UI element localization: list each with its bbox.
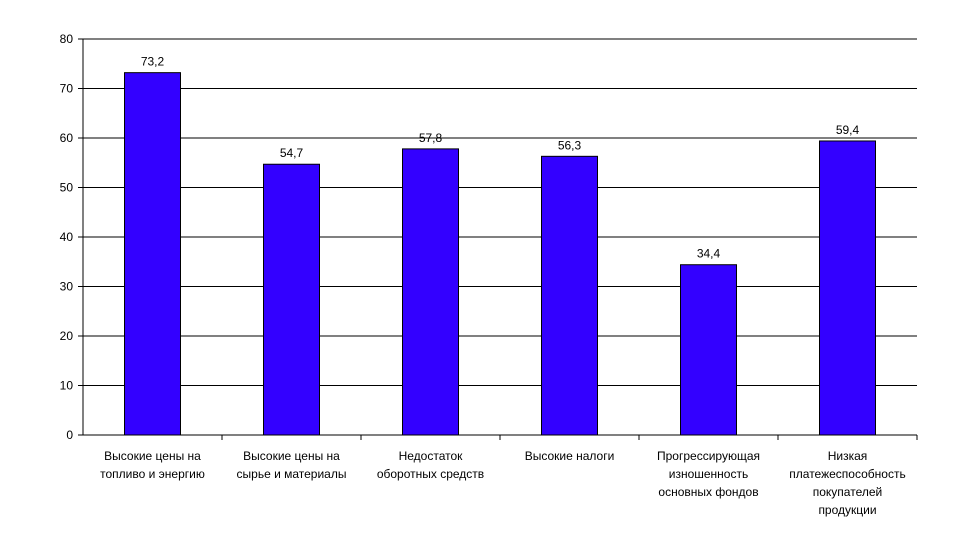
- bar: [819, 140, 876, 436]
- y-tick-label: 30: [60, 280, 74, 294]
- data-label: 54,7: [280, 146, 304, 160]
- value-labels: 73,2 54,7 57,8 56,3 34,4 59,4: [141, 55, 860, 261]
- bar: [680, 264, 737, 436]
- bar: [541, 155, 598, 436]
- y-tick-label: 10: [60, 379, 74, 393]
- bar: [124, 72, 181, 436]
- x-tick-label: Высокие налоги: [525, 449, 615, 463]
- y-tick-label: 80: [60, 32, 74, 46]
- x-tick-label: Низкая платежеспособность покупателей проду…: [789, 449, 905, 517]
- data-label: 73,2: [141, 55, 165, 69]
- x-tick-label: Высокие цены на сырье и материалы: [237, 449, 347, 481]
- y-tick-label: 40: [60, 230, 74, 244]
- bars: [124, 72, 876, 436]
- data-label: 56,3: [558, 138, 582, 152]
- y-tick-label: 20: [60, 329, 74, 343]
- x-tick-label: Высокие цены на топливо и энергию: [100, 449, 205, 481]
- data-label: 57,8: [419, 131, 443, 145]
- x-axis-labels: Высокие цены на топливо и энергию Высокие …: [100, 435, 918, 517]
- y-tick-label: 60: [60, 131, 74, 145]
- data-label: 59,4: [836, 123, 860, 137]
- data-label: 34,4: [697, 247, 721, 261]
- x-tick-label: Прогрессирующая изношенность основных фонд…: [657, 449, 760, 499]
- y-tick-label: 70: [60, 82, 74, 96]
- x-tick-label: Недостаток оборотных средств: [377, 449, 484, 481]
- bar: [402, 148, 459, 436]
- bar: [263, 163, 320, 436]
- y-tick-label: 0: [66, 428, 73, 442]
- y-tick-label: 50: [60, 181, 74, 195]
- y-axis-ticks: 0 10 20 30 40 50 60 70 80: [60, 32, 83, 442]
- grid-lines: [83, 38, 917, 386]
- axes: [82, 39, 917, 436]
